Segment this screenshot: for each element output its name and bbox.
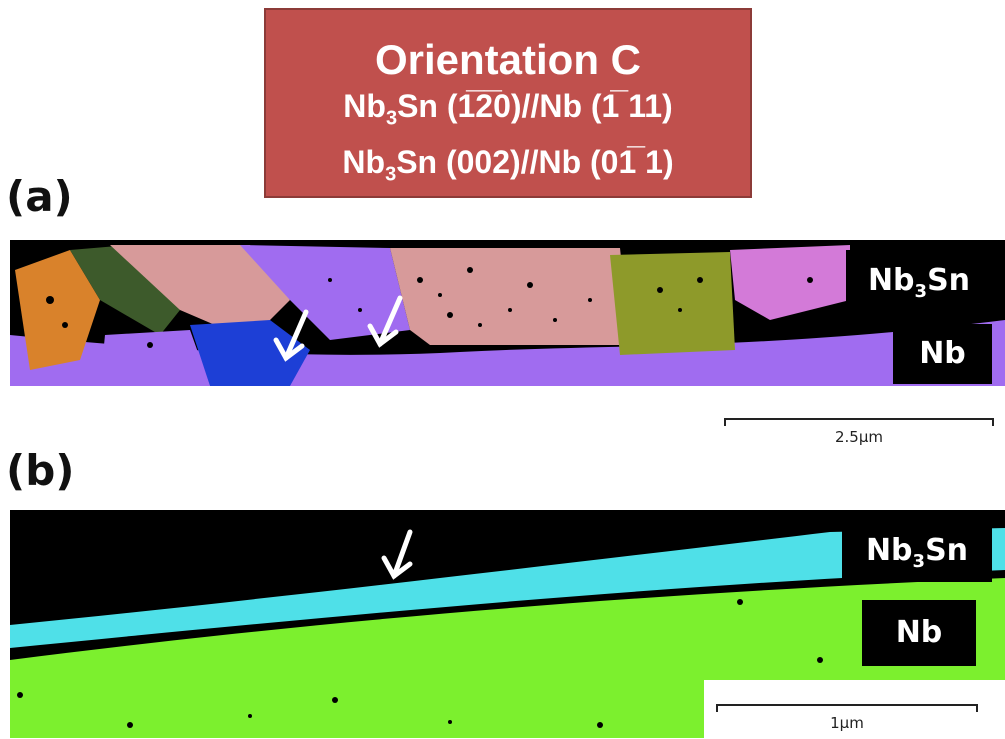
panel-a-nb3sn-tag: Nb3Sn <box>846 250 992 312</box>
relation-1-subscript: 3 <box>385 107 398 130</box>
relation-1-plane-b: (1̅ 11) <box>590 88 673 124</box>
arrow-2-shaft <box>377 295 403 347</box>
panel-a-map <box>10 240 1005 386</box>
relation-1-phase-a: Nb <box>343 88 386 124</box>
panel-b-scale-bar <box>716 704 978 712</box>
panel-b-nb3sn-main: Nb <box>865 533 913 568</box>
arrow-2-head <box>367 323 399 348</box>
panel-a-orientation-map <box>10 240 1005 386</box>
arrow-1-shaft <box>283 309 309 361</box>
orientation-title: Orientation C <box>374 36 641 83</box>
panel-b-scale-background <box>704 680 1005 738</box>
orientation-relation-1: Nb3Sn (1̅2̅0)//Nb (1̅ 11) <box>266 84 750 140</box>
grain-purple-center <box>240 245 410 340</box>
relation-1-separator: // <box>521 88 540 124</box>
panel-a-nb3sn-tail: Sn <box>927 263 971 298</box>
grain-olive <box>610 252 735 355</box>
orientation-relation-2: Nb3Sn (002)//Nb (01̅ 1) <box>266 140 750 196</box>
grain-pink-right <box>390 248 630 345</box>
panel-b-map <box>10 510 1005 738</box>
relation-1-phase-a-tail: Sn <box>397 88 438 124</box>
panel-a-nb-tag: Nb <box>893 324 992 384</box>
orientation-title-box: Orientation C Nb3Sn (1̅2̅0)//Nb (1̅ 11) … <box>264 8 752 198</box>
relation-2-separator: // <box>520 144 539 181</box>
grain-dark-green <box>70 245 180 335</box>
panel-a-arrows <box>273 295 403 362</box>
relation-1-plane-a: (1̅2̅0) <box>446 88 522 124</box>
grain-pink-left <box>110 245 290 340</box>
panel-b-orientation-map <box>10 510 1005 738</box>
panel-b-scale-label: 1µm <box>830 714 864 732</box>
panel-a-scale-label: 2.5µm <box>834 428 883 446</box>
panel-b-nb-tag: Nb <box>862 600 976 666</box>
grain-blue <box>190 320 310 386</box>
relation-2-phase-a-tail: Sn <box>396 144 438 181</box>
noise-dots <box>46 267 813 348</box>
panel-b-label: (b) <box>6 446 75 495</box>
relation-2-subscript: 3 <box>385 163 397 186</box>
grain-purple-left <box>100 330 210 386</box>
grain-magenta <box>730 245 850 320</box>
relation-1-phase-b: Nb <box>539 88 582 124</box>
relation-2-plane-b: (01̅ 1) <box>590 144 674 181</box>
relation-2-plane-a: (002) <box>445 144 521 181</box>
relation-2-phase-b: Nb <box>538 144 582 181</box>
arrow-b-shaft <box>391 529 413 579</box>
panel-b-arrows <box>381 529 413 580</box>
nb3sn-layer <box>10 528 1005 648</box>
panel-b-nb3sn-sub: 3 <box>912 551 926 572</box>
panel-b-nb3sn-tag: Nb3Sn <box>842 520 992 582</box>
arrow-b-head <box>381 555 413 580</box>
panel-a-label: (a) <box>6 172 73 221</box>
panel-a-nb3sn-sub: 3 <box>914 281 928 302</box>
arrow-1-head <box>273 337 305 362</box>
grain-orange <box>15 250 100 370</box>
panel-a-scale-bar <box>724 418 994 426</box>
panel-b-noise-dots <box>17 599 823 728</box>
relation-2-phase-a: Nb <box>342 144 386 181</box>
panel-a-nb3sn-main: Nb <box>867 263 915 298</box>
panel-b-nb3sn-tail: Sn <box>925 533 969 568</box>
